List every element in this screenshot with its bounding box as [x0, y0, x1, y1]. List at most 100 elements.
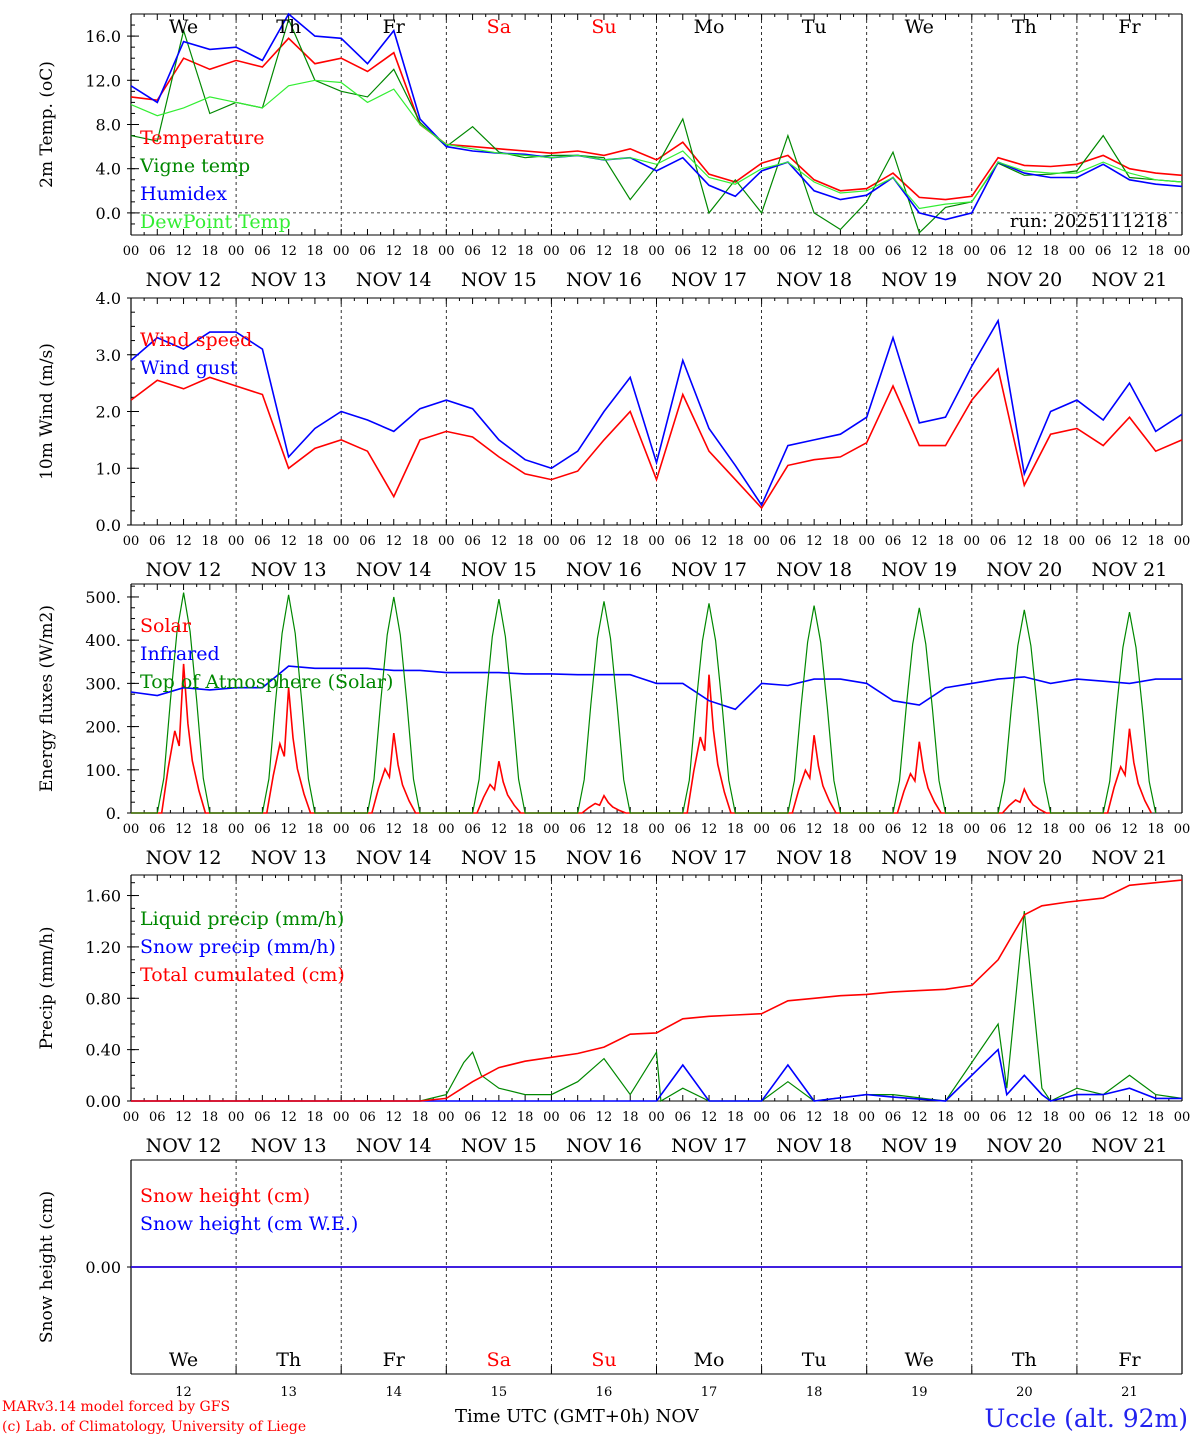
- legend-entry: Top of Atmosphere (Solar): [140, 671, 393, 693]
- hour-tick-label: 00: [543, 822, 560, 837]
- panel-temp: 0.0 4.0 8.0 12.0 16.0 2m Temp. (oC) Temperatur…: [37, 12, 1190, 291]
- copyright-line: (c) Lab. of Climatology, University of L…: [2, 1419, 307, 1435]
- hour-tick-label: 12: [596, 822, 613, 837]
- panel-wind: 0.0 1.0 2.0 3.0 4.0 10m Wind (m/s) Wind speed W…: [37, 289, 1190, 581]
- hour-tick-label: 06: [675, 534, 692, 549]
- day-abbrev: Sa: [487, 1349, 511, 1371]
- hour-tick-label: 12: [911, 822, 928, 837]
- date-label: NOV 21: [1092, 269, 1168, 291]
- hour-tick-label: 18: [412, 534, 429, 549]
- hour-tick-label: 06: [990, 1110, 1007, 1125]
- hour-tick-label: 00: [543, 1110, 560, 1125]
- y-tick-label: 100.: [85, 761, 121, 780]
- date-label: NOV 14: [356, 559, 432, 581]
- hour-tick-label: 06: [464, 534, 481, 549]
- hour-tick-label: 12: [175, 822, 192, 837]
- y-tick-label: 300.: [85, 674, 121, 693]
- hour-tick-label: 00: [333, 822, 350, 837]
- series-line-snow-precip-mm-h-: [131, 1047, 1182, 1102]
- hour-tick-label: 18: [1042, 822, 1059, 837]
- day-number: 18: [806, 1385, 823, 1400]
- date-label: NOV 12: [146, 847, 222, 869]
- hour-tick-label: 12: [596, 1110, 613, 1125]
- hour-tick-label: 06: [359, 534, 376, 549]
- hour-tick-label: 18: [1147, 1110, 1164, 1125]
- day-abbrev: Fr: [383, 1349, 406, 1371]
- date-label: NOV 20: [986, 847, 1062, 869]
- legend-entry: Snow height (cm): [140, 1185, 310, 1207]
- hour-tick-label: 00: [438, 534, 455, 549]
- hour-tick-label: 00: [228, 534, 245, 549]
- hour-tick-label: 00: [648, 244, 665, 259]
- y-tick-label: 500.: [85, 588, 121, 607]
- hour-tick-label: 18: [727, 822, 744, 837]
- hour-tick-label: 00: [753, 822, 770, 837]
- day-number: 19: [911, 1385, 928, 1400]
- hour-tick-label: 12: [806, 244, 823, 259]
- date-label: NOV 15: [461, 269, 537, 291]
- date-label: NOV 16: [566, 559, 642, 581]
- hour-tick-label: 12: [806, 822, 823, 837]
- date-label: NOV 18: [776, 847, 852, 869]
- hour-tick-label: 12: [1016, 1110, 1033, 1125]
- day-number: 17: [701, 1385, 718, 1400]
- hour-tick-label: 00: [438, 1110, 455, 1125]
- y-tick-label: 200.: [85, 718, 121, 737]
- hour-tick-label: 00: [123, 244, 140, 259]
- hour-tick-label: 12: [491, 822, 508, 837]
- y-tick-label: 0.00: [85, 1258, 121, 1277]
- hour-tick-label: 06: [569, 822, 586, 837]
- day-number: 12: [175, 1385, 192, 1400]
- series-line-top-of-atmosphere-solar-: [131, 592, 1157, 814]
- hour-tick-label: 06: [569, 1110, 586, 1125]
- date-label: NOV 16: [566, 1135, 642, 1157]
- hour-tick-label: 12: [385, 244, 402, 259]
- model-credit-line: MARv3.14 model forced by GFS: [2, 1399, 231, 1415]
- hour-tick-label: 06: [149, 244, 166, 259]
- date-label: NOV 13: [251, 847, 327, 869]
- hour-tick-label: 18: [307, 1110, 324, 1125]
- date-label: NOV 18: [776, 1135, 852, 1157]
- hour-tick-label: 00: [858, 534, 875, 549]
- hour-tick-label: 12: [1121, 244, 1138, 259]
- hour-tick-label: 00: [333, 534, 350, 549]
- hour-tick-label: 18: [517, 1110, 534, 1125]
- hour-tick-label: 00: [858, 1110, 875, 1125]
- hour-tick-label: 12: [491, 244, 508, 259]
- legend-entry: Wind speed: [140, 329, 252, 351]
- day-abbrev: Th: [276, 1349, 301, 1371]
- legend-entry: Infrared: [140, 643, 220, 665]
- hour-tick-label: 12: [701, 534, 718, 549]
- date-label: NOV 17: [671, 559, 747, 581]
- date-label: NOV 12: [146, 1135, 222, 1157]
- hour-tick-label: 12: [911, 244, 928, 259]
- date-label: NOV 21: [1092, 1135, 1168, 1157]
- date-label: NOV 15: [461, 559, 537, 581]
- hour-tick-label: 00: [1069, 822, 1086, 837]
- hour-tick-label: 18: [832, 534, 849, 549]
- hour-tick-label: 00: [964, 244, 981, 259]
- date-label: NOV 14: [356, 1135, 432, 1157]
- hour-tick-label: 06: [464, 244, 481, 259]
- hour-tick-label: 18: [202, 534, 219, 549]
- y-tick-label: 0.0: [96, 204, 121, 223]
- hour-tick-label: 06: [254, 822, 271, 837]
- hour-tick-label: 12: [911, 534, 928, 549]
- y-tick-label: 1.60: [85, 887, 121, 906]
- hour-tick-label: 12: [596, 244, 613, 259]
- hour-tick-label: 18: [937, 534, 954, 549]
- y-tick-label: 0.0: [96, 516, 121, 535]
- hour-tick-label: 00: [228, 822, 245, 837]
- hour-tick-label: 12: [280, 244, 297, 259]
- hour-tick-label: 12: [701, 822, 718, 837]
- hour-tick-label: 12: [1121, 534, 1138, 549]
- run-label: run: 2025111218: [1010, 211, 1168, 232]
- hour-tick-label: 18: [517, 822, 534, 837]
- y-tick-label: 0.00: [85, 1092, 121, 1111]
- hour-tick-label: 12: [385, 822, 402, 837]
- hour-tick-label: 06: [885, 1110, 902, 1125]
- date-label: NOV 13: [251, 1135, 327, 1157]
- day-abbrev: Th: [1012, 1349, 1037, 1371]
- date-label: NOV 12: [146, 269, 222, 291]
